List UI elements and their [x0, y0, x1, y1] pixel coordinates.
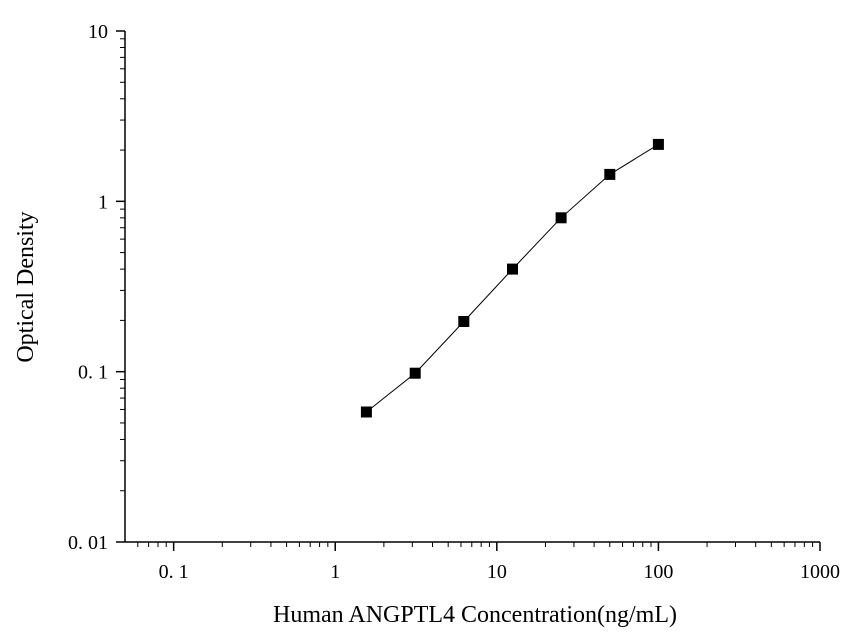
x-tick-label: 10: [487, 561, 507, 583]
data-point-marker: [507, 263, 518, 275]
x-tick-label: 1: [330, 561, 340, 583]
x-tick-label: 100: [643, 561, 673, 583]
y-axis-ticks: 0. 01 0. 1 1 10: [68, 21, 125, 554]
data-point-marker: [360, 406, 372, 418]
y-tick-label: 10: [88, 21, 108, 43]
x-axis-title: Human ANGPTL4 Concentration(ng/mL): [273, 602, 677, 628]
x-tick-label: 1000: [800, 561, 840, 583]
y-tick-label: 0. 1: [78, 362, 108, 384]
x-tick-label: 0. 1: [159, 561, 189, 583]
data-point-marker: [409, 367, 421, 379]
data-point-marker: [652, 138, 664, 150]
y-axis-title: Optical Density: [13, 211, 39, 362]
plot-axes: [124, 31, 820, 543]
data-point-marker: [458, 316, 470, 327]
y-tick-label: 0. 01: [68, 532, 108, 554]
data-point-marker: [555, 212, 567, 224]
x-axis-ticks: 0. 1 1 10 100 1000: [137, 542, 840, 583]
y-tick-label: 1: [98, 191, 108, 213]
series-layer: [360, 138, 664, 418]
data-point-marker: [604, 168, 616, 180]
